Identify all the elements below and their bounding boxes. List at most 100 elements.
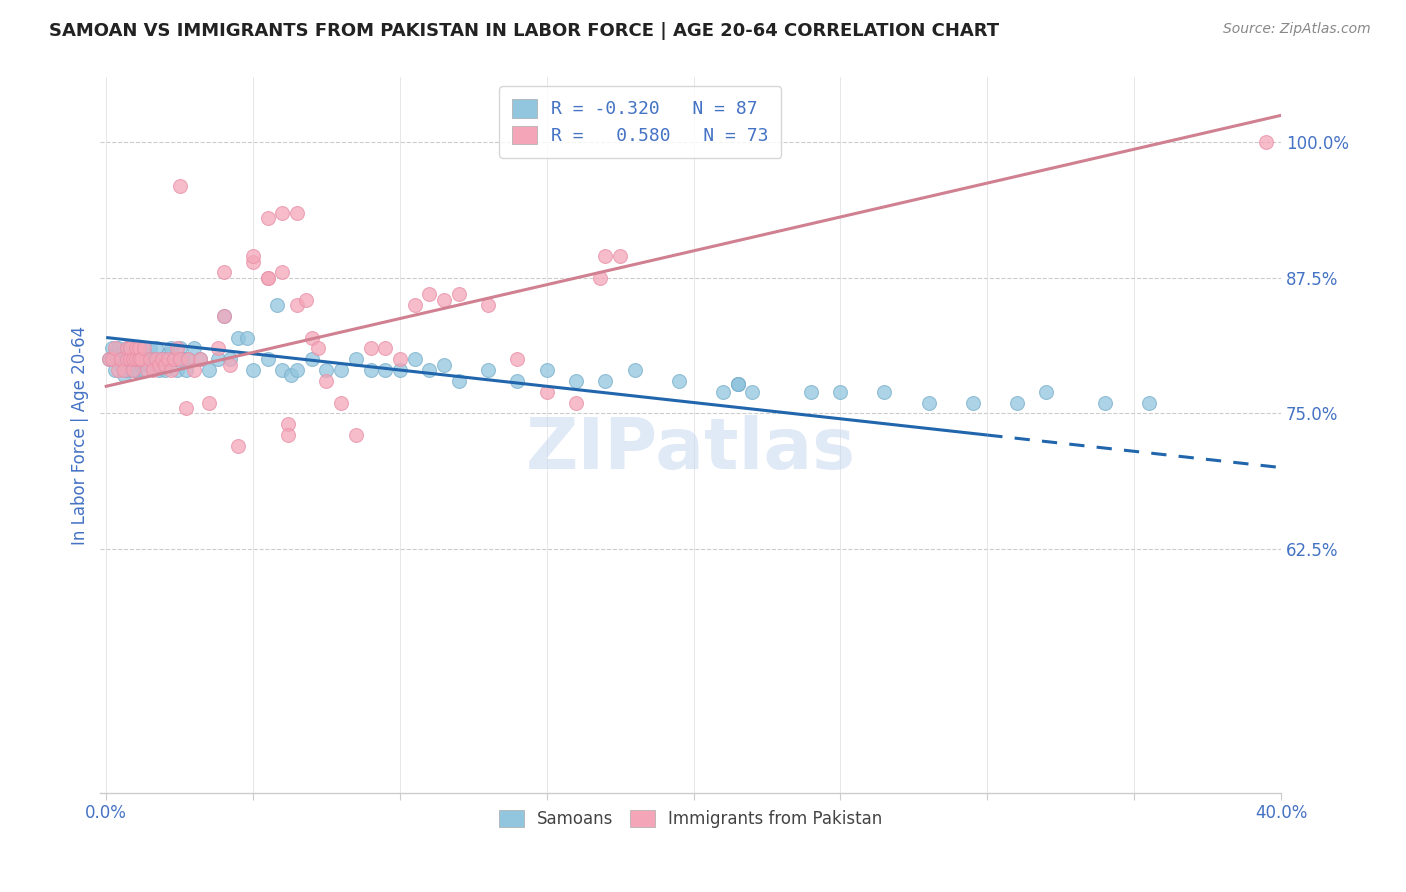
Point <box>183 363 205 377</box>
Point <box>668 374 690 388</box>
Point <box>595 249 617 263</box>
Point <box>506 352 529 367</box>
Point <box>198 363 221 377</box>
Point <box>242 249 264 263</box>
Point <box>118 342 141 356</box>
Point <box>101 352 124 367</box>
Point <box>212 309 235 323</box>
Point <box>1094 395 1116 409</box>
Point <box>256 271 278 285</box>
Point <box>136 363 159 377</box>
Point <box>104 342 127 356</box>
Point <box>266 298 288 312</box>
Point <box>330 363 353 377</box>
Point <box>124 352 146 367</box>
Point <box>242 363 264 377</box>
Point <box>128 342 150 356</box>
Point <box>256 211 278 226</box>
Point <box>112 352 135 367</box>
Point <box>295 293 318 307</box>
Point <box>101 352 124 367</box>
Point <box>160 342 183 356</box>
Point <box>98 352 121 367</box>
Point <box>112 368 135 383</box>
Point <box>388 363 411 377</box>
Point <box>207 352 229 367</box>
Point <box>917 395 939 409</box>
Point <box>280 368 302 383</box>
Point <box>236 330 259 344</box>
Point <box>121 352 143 367</box>
Point <box>131 352 153 367</box>
Point <box>142 352 165 367</box>
Point <box>447 374 470 388</box>
Point <box>177 352 200 367</box>
Point <box>536 363 558 377</box>
Point <box>110 352 132 367</box>
Point <box>344 428 367 442</box>
Point <box>609 249 631 263</box>
Point <box>188 352 211 367</box>
Point <box>128 352 150 367</box>
Point <box>256 271 278 285</box>
Point <box>624 363 647 377</box>
Point <box>115 342 138 356</box>
Point <box>198 395 221 409</box>
Point <box>228 439 250 453</box>
Point <box>145 352 167 367</box>
Point <box>228 330 250 344</box>
Point <box>433 293 456 307</box>
Point <box>145 342 167 356</box>
Point <box>153 358 176 372</box>
Point <box>153 363 176 377</box>
Point <box>277 428 299 442</box>
Point <box>315 363 337 377</box>
Point <box>207 342 229 356</box>
Point <box>139 342 162 356</box>
Point <box>169 342 191 356</box>
Point <box>139 352 162 367</box>
Point <box>285 206 308 220</box>
Point <box>374 342 396 356</box>
Point <box>588 271 610 285</box>
Point <box>800 384 823 399</box>
Point <box>360 363 382 377</box>
Point <box>150 352 173 367</box>
Point <box>166 363 188 377</box>
Point <box>118 342 141 356</box>
Point <box>433 358 456 372</box>
Point <box>271 265 294 279</box>
Point <box>873 384 896 399</box>
Point <box>136 352 159 367</box>
Point <box>711 384 734 399</box>
Point <box>134 363 156 377</box>
Point <box>112 363 135 377</box>
Legend: Samoans, Immigrants from Pakistan: Samoans, Immigrants from Pakistan <box>492 803 890 834</box>
Point <box>104 363 127 377</box>
Point <box>212 265 235 279</box>
Point <box>344 352 367 367</box>
Point <box>124 342 146 356</box>
Point <box>121 363 143 377</box>
Point <box>741 384 763 399</box>
Point <box>315 374 337 388</box>
Point <box>830 384 852 399</box>
Point <box>121 352 143 367</box>
Point <box>374 363 396 377</box>
Point <box>142 363 165 377</box>
Point <box>271 363 294 377</box>
Point <box>128 342 150 356</box>
Point <box>177 352 200 367</box>
Point <box>1137 395 1160 409</box>
Point <box>131 352 153 367</box>
Point <box>163 352 186 367</box>
Point <box>218 352 240 367</box>
Point <box>115 363 138 377</box>
Point <box>307 342 329 356</box>
Point <box>595 374 617 388</box>
Point <box>1005 395 1028 409</box>
Point <box>565 374 588 388</box>
Point <box>242 254 264 268</box>
Point <box>962 395 984 409</box>
Point <box>118 352 141 367</box>
